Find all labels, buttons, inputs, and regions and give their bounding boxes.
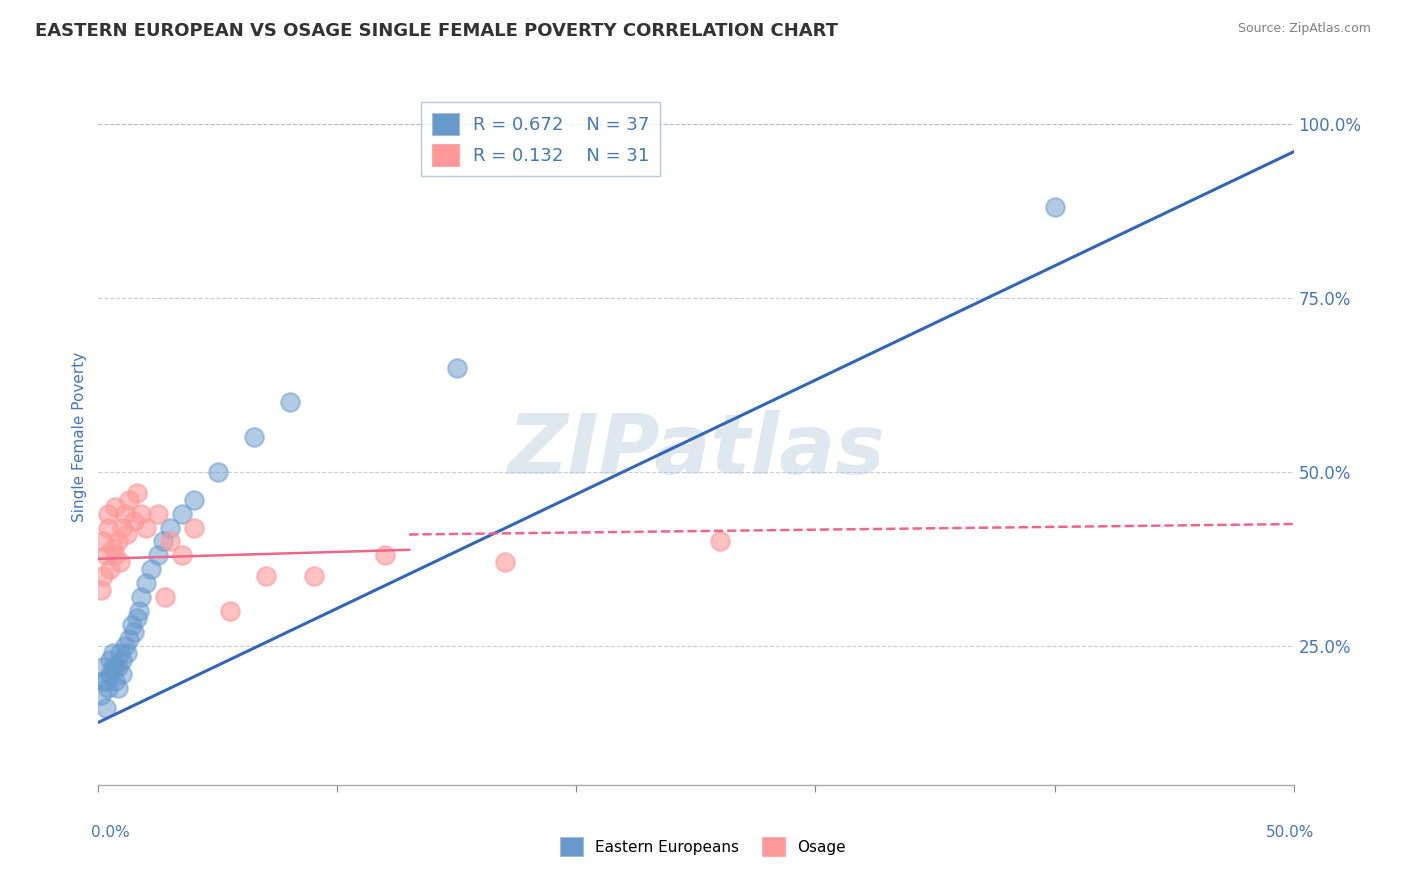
Point (107, 681, 129, 695)
Text: ZIPatlas: ZIPatlas (508, 410, 884, 491)
Point (90, 688, 112, 702)
Point (172, 549, 194, 563)
Point (101, 541, 124, 556)
Point (302, 569, 325, 583)
Point (152, 534, 174, 549)
Point (494, 555, 516, 569)
Point (108, 555, 131, 569)
Point (90, 583, 112, 598)
Point (207, 465, 229, 479)
Point (111, 666, 134, 681)
Point (254, 569, 277, 583)
Point (98, 562, 122, 576)
Point (446, 360, 468, 375)
Point (97, 681, 120, 695)
Point (107, 659, 129, 673)
Point (98, 653, 122, 667)
Text: EASTERN EUROPEAN VS OSAGE SINGLE FEMALE POVERTY CORRELATION CHART: EASTERN EUROPEAN VS OSAGE SINGLE FEMALE … (35, 22, 838, 40)
Point (124, 624, 146, 639)
Point (121, 618, 143, 632)
Point (94, 673, 117, 688)
Text: Source: ZipAtlas.com: Source: ZipAtlas.com (1237, 22, 1371, 36)
Point (98, 666, 122, 681)
Point (91, 659, 114, 673)
Point (114, 639, 136, 653)
Point (139, 562, 162, 576)
Point (709, 534, 731, 549)
Point (104, 549, 127, 563)
Legend: Eastern Europeans, Osage: Eastern Europeans, Osage (554, 831, 852, 862)
Y-axis label: Single Female Poverty: Single Female Poverty (72, 352, 87, 522)
Point (94, 701, 117, 715)
Point (128, 604, 150, 618)
Point (107, 534, 129, 549)
Point (125, 485, 148, 500)
Point (135, 576, 157, 591)
Point (114, 507, 136, 521)
Point (125, 611, 148, 625)
Point (183, 492, 205, 507)
Point (159, 520, 181, 534)
Point (118, 632, 141, 646)
Point (159, 534, 181, 549)
Point (111, 653, 134, 667)
Point (148, 549, 170, 563)
Text: 0.0%: 0.0% (91, 825, 131, 840)
Point (155, 590, 177, 604)
Point (131, 507, 153, 521)
Point (124, 514, 146, 528)
Point (1043, 201, 1066, 215)
Point (172, 507, 194, 521)
Point (118, 492, 141, 507)
Text: 50.0%: 50.0% (1267, 825, 1315, 840)
Point (243, 430, 266, 444)
Point (148, 507, 170, 521)
Point (104, 500, 127, 514)
Point (91, 534, 114, 549)
Point (91, 673, 114, 688)
Point (104, 673, 127, 688)
Point (131, 590, 153, 604)
Point (111, 520, 134, 534)
Point (94, 549, 117, 563)
Point (115, 646, 138, 660)
Point (278, 395, 301, 409)
Point (183, 520, 205, 534)
Point (108, 646, 131, 660)
Point (115, 527, 138, 541)
Point (374, 549, 396, 563)
Point (101, 659, 124, 673)
Point (101, 646, 124, 660)
Legend: R = 0.672    N = 37, R = 0.132    N = 31: R = 0.672 N = 37, R = 0.132 N = 31 (420, 102, 661, 177)
Point (135, 520, 157, 534)
Point (219, 604, 242, 618)
Point (104, 659, 127, 673)
Point (97, 520, 120, 534)
Point (97, 507, 120, 521)
Point (91, 569, 114, 583)
